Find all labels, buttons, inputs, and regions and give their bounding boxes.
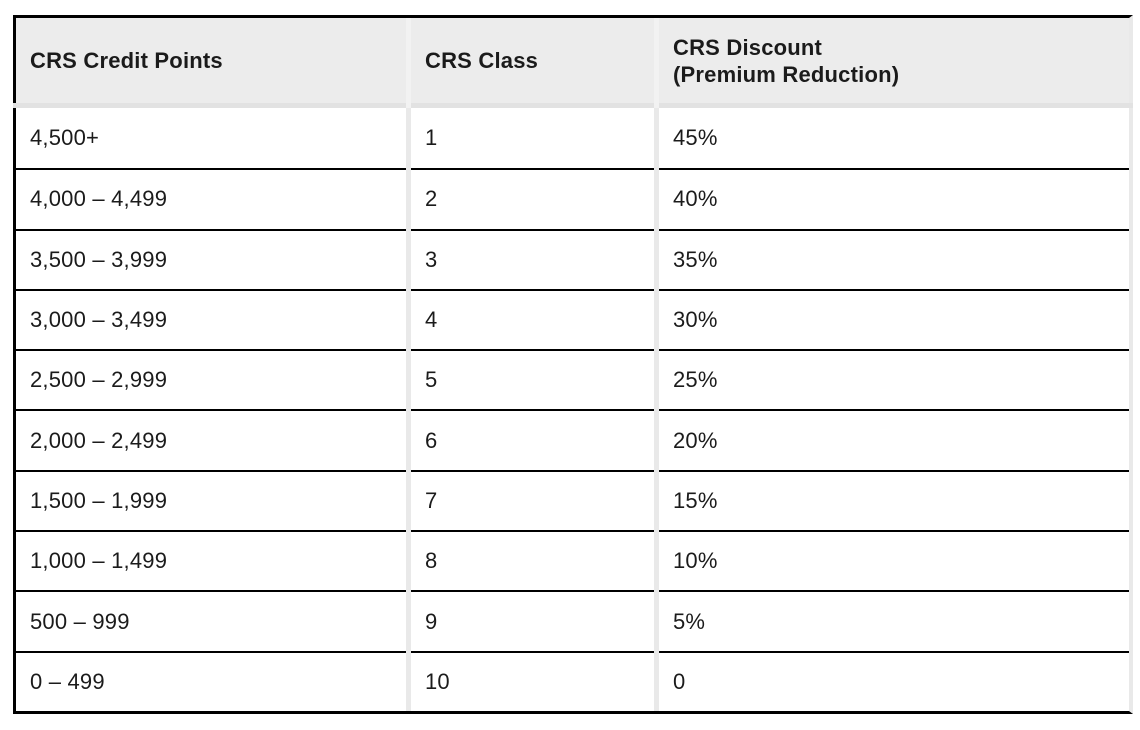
cell-credit-points: 0 – 499 xyxy=(16,650,406,711)
cell-discount: 45% xyxy=(659,108,1129,169)
cell-crs-class: 2 xyxy=(411,168,654,229)
cell-credit-points: 500 – 999 xyxy=(16,590,406,651)
column-header-crs-discount: CRS Discount (Premium Reduction) xyxy=(659,18,1129,103)
cell-discount: 5% xyxy=(659,590,1129,651)
cell-crs-class: 4 xyxy=(411,288,654,350)
cell-credit-points: 3,000 – 3,499 xyxy=(16,288,406,350)
cell-discount: 10% xyxy=(659,530,1129,591)
cell-credit-points: 3,500 – 3,999 xyxy=(16,228,406,289)
column-divider xyxy=(654,18,659,711)
cell-crs-class: 1 xyxy=(411,108,654,169)
cell-crs-class: 9 xyxy=(411,590,654,651)
cell-discount: 35% xyxy=(659,228,1129,289)
header-separator xyxy=(13,103,1133,108)
cell-crs-class: 7 xyxy=(411,469,654,531)
cell-crs-class: 10 xyxy=(411,650,654,711)
cell-crs-class: 6 xyxy=(411,409,654,470)
cell-discount: 25% xyxy=(659,349,1129,410)
cell-crs-class: 5 xyxy=(411,349,654,410)
cell-credit-points: 4,500+ xyxy=(16,108,406,169)
cell-credit-points: 4,000 – 4,499 xyxy=(16,168,406,229)
column-header-crs-class: CRS Class xyxy=(411,18,654,103)
cell-crs-class: 3 xyxy=(411,228,654,289)
cell-crs-class: 8 xyxy=(411,530,654,591)
cell-credit-points: 1,000 – 1,499 xyxy=(16,530,406,591)
crs-discount-table: CRS Credit Points CRS Class CRS Discount… xyxy=(13,15,1133,714)
cell-credit-points: 1,500 – 1,999 xyxy=(16,469,406,531)
column-header-crs-credit-points: CRS Credit Points xyxy=(16,18,406,103)
cell-discount: 15% xyxy=(659,469,1129,531)
cell-discount: 20% xyxy=(659,409,1129,470)
cell-credit-points: 2,500 – 2,999 xyxy=(16,349,406,410)
cell-discount: 0 xyxy=(659,650,1129,711)
cell-discount: 30% xyxy=(659,288,1129,350)
column-divider xyxy=(406,18,411,711)
cell-credit-points: 2,000 – 2,499 xyxy=(16,409,406,470)
cell-discount: 40% xyxy=(659,168,1129,229)
